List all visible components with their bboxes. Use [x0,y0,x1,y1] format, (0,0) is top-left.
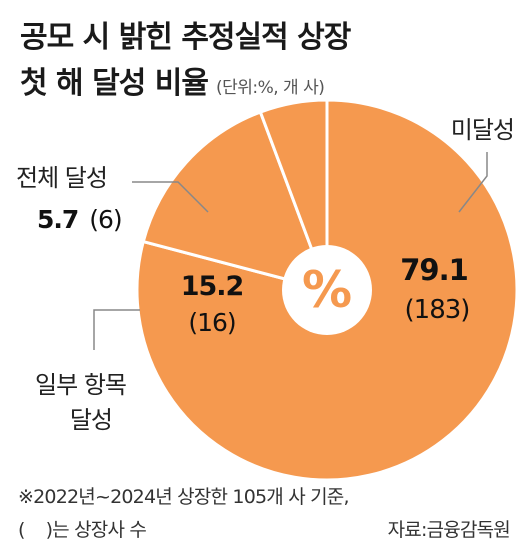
chart-title-second-line: 첫 해 달성 비율 (단위:%, 개 사) [20,58,325,102]
source-label: 자료:금융감독원 [387,519,511,541]
donut-hole [282,245,372,335]
center-percent-symbol: % [302,261,352,319]
slice-full [258,98,329,291]
slice-value-partial: 15.2 [181,271,244,302]
slice-label-partial-line2: 달성 [70,406,112,434]
slice-count-full: (6) [89,205,121,234]
slice-label-full: 전체 달성 [16,164,107,192]
slice-label-partial-line1: 일부 항목 [35,371,126,399]
footnote-line2: ( )는 상장사 수 [18,519,147,541]
slice-count-not-achieved: (183) [405,295,470,325]
leader-line-partial [93,309,140,350]
unit-label: (단위:%, 개 사) [215,78,325,98]
footnote-line1: ※2022년~2024년 상장한 105개 사 기준, [18,486,350,508]
slice-value-full: 5.7 [37,205,78,234]
leader-line-not [458,152,488,213]
slice-value-full-group: 5.7 (6) [37,205,122,234]
leader-line-full [132,181,209,213]
chart-title: 공모 시 밝힌 추정실적 상장 [20,12,351,56]
chart-title-line1: 공모 시 밝힌 추정실적 상장 [20,20,351,55]
slice-partial [141,110,330,293]
slice-count-partial: (16) [188,308,235,337]
slice-value-not-achieved: 79.1 [400,253,468,287]
chart-title-line2: 첫 해 달성 비율 [20,66,209,101]
slice-label-not-achieved: 미달성 [451,116,514,144]
